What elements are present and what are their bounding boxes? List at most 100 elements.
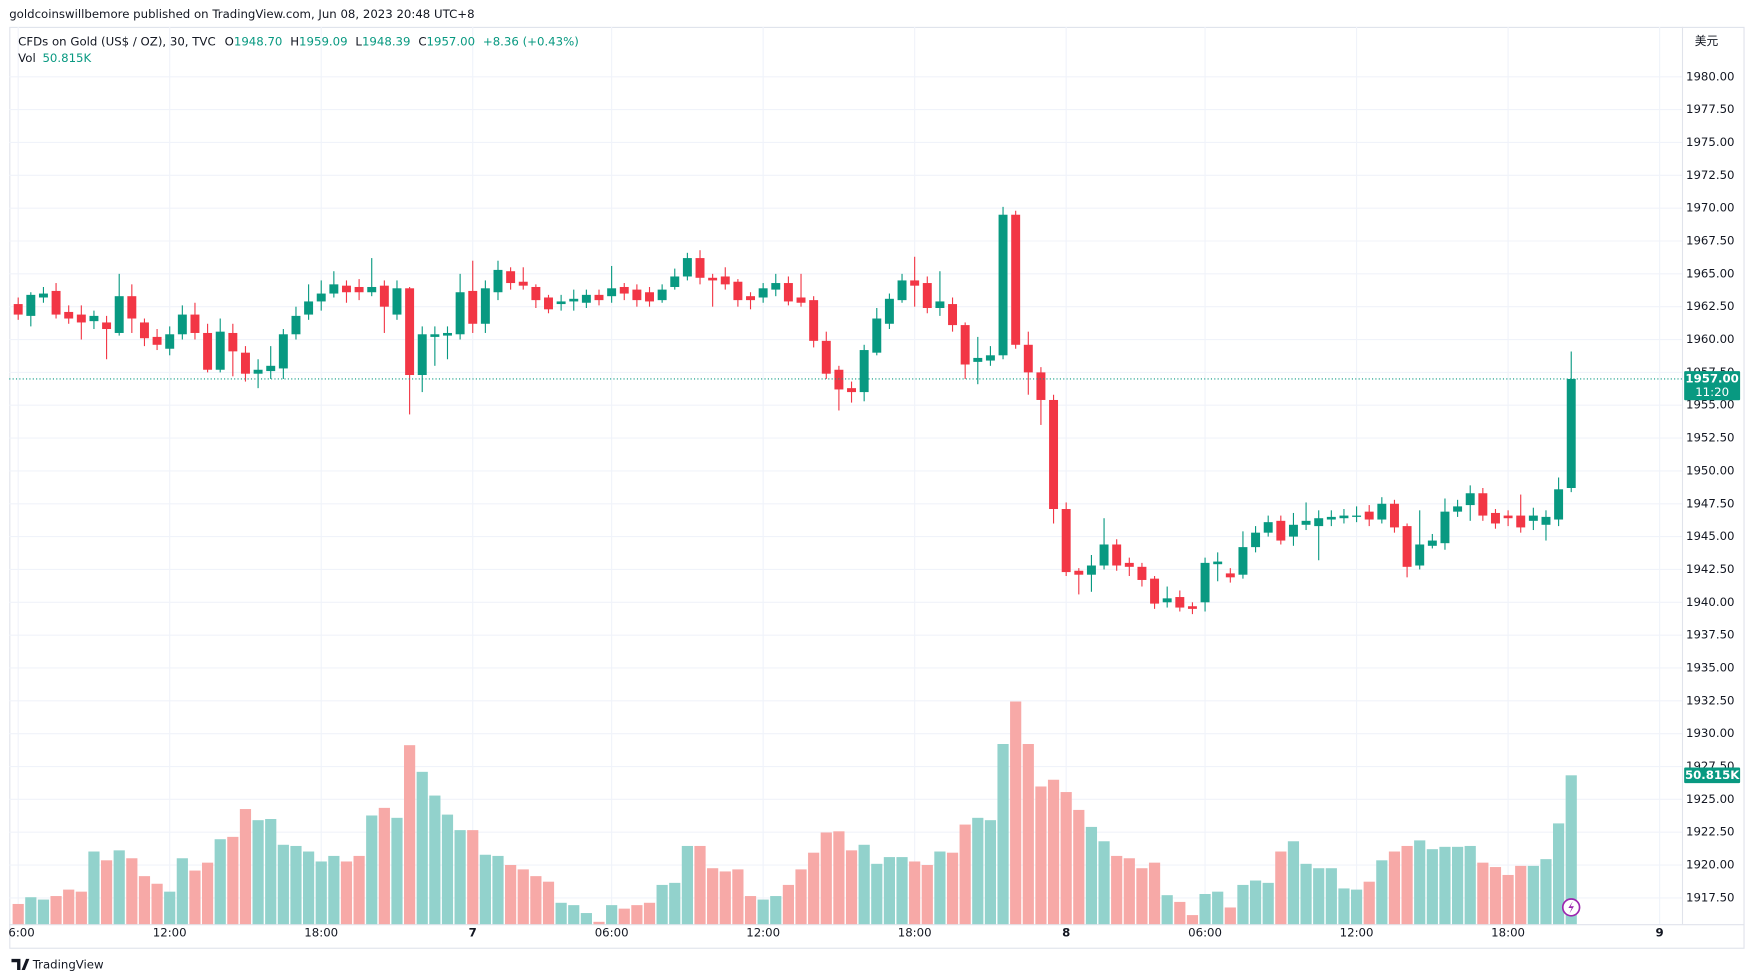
volume-bar [1553, 823, 1565, 925]
candles [13, 206, 1576, 615]
volume-bar [1249, 880, 1262, 925]
candle-body [960, 325, 970, 365]
volume-bar [429, 795, 441, 925]
volume-bar [1035, 786, 1047, 925]
candle-body [506, 271, 516, 284]
candle-body [1478, 493, 1488, 516]
x-tick-label: 18:00 [898, 926, 932, 940]
candle-body [1339, 515, 1349, 519]
legend-key: L [355, 34, 362, 48]
volume-bar [656, 884, 668, 925]
candle-body [468, 290, 478, 324]
candle-body [1389, 503, 1399, 528]
volume-bar [1515, 865, 1527, 925]
candle-body [1453, 506, 1463, 512]
candle-body [581, 294, 591, 303]
candle-body [733, 281, 743, 301]
y-tick-label: 1970.00 [1686, 201, 1735, 215]
candle-body [1377, 503, 1387, 520]
y-tick-label: 1935.00 [1686, 660, 1735, 674]
candle-body [392, 288, 402, 315]
candle-body [367, 286, 377, 293]
legend-key: O [225, 34, 234, 48]
candle-body [1061, 509, 1071, 573]
volume-bar [138, 876, 151, 925]
candle-body [1288, 524, 1298, 537]
y-tick-label: 1945.00 [1686, 529, 1735, 543]
volume-bar [997, 744, 1009, 925]
candle-body [266, 365, 276, 372]
candle-body [38, 293, 48, 298]
volume-bar [340, 861, 353, 925]
candle-body [1175, 597, 1185, 608]
candle-body [329, 284, 339, 294]
volume-bar [252, 820, 264, 925]
candle-body [316, 293, 326, 302]
candle-body [64, 311, 74, 319]
volume-bar [1275, 851, 1287, 925]
candle-body [948, 304, 958, 326]
volume-bar [845, 850, 858, 925]
volume-bar [1212, 891, 1224, 925]
candle-body [935, 301, 945, 309]
volume-bar [934, 851, 946, 925]
volume-bar [100, 860, 113, 925]
volume-bar [1300, 863, 1312, 925]
candle-body [1049, 399, 1059, 510]
candle-body [1150, 578, 1160, 604]
legend-change: +8.36 (+0.43%) [483, 34, 579, 48]
volume-bar [201, 862, 214, 925]
candle-body [1402, 526, 1412, 567]
candle-body [455, 292, 465, 335]
volume-bar [1439, 846, 1451, 925]
candle-body [1137, 566, 1147, 580]
candle-body [1099, 544, 1109, 566]
x-tick-label: 8 [1062, 926, 1070, 940]
volume-bar [1237, 884, 1249, 925]
candle-body [783, 283, 793, 302]
candle-body [1352, 515, 1362, 517]
price-tag-label: 1957.00 [1685, 371, 1738, 385]
volume-bar [328, 855, 340, 925]
volume-bar [239, 809, 252, 925]
candle-body [26, 294, 36, 316]
candle-body [518, 281, 528, 286]
candle-body [1112, 544, 1122, 566]
x-tick-label: 18:00 [304, 926, 338, 940]
y-tick-label: 1952.50 [1686, 431, 1735, 445]
candle-body [834, 369, 844, 390]
y-tick-label: 1967.50 [1686, 234, 1735, 248]
volume-bar [871, 863, 883, 925]
candle-body [607, 288, 617, 297]
candle-body [847, 388, 857, 393]
grid [9, 26, 1682, 925]
candle-body [215, 331, 225, 370]
y-tick-label: 1960.00 [1686, 332, 1735, 346]
candle-body [1238, 547, 1248, 575]
y-tick-label: 1977.50 [1686, 102, 1735, 116]
volume-pane [12, 701, 1577, 925]
candle-body [1554, 489, 1564, 520]
candle-body [1225, 573, 1235, 578]
candle-body [796, 297, 806, 303]
volume-bar [580, 913, 592, 925]
candle-body [430, 334, 440, 337]
y-tick-label: 1972.50 [1686, 168, 1735, 182]
candle-body [114, 296, 124, 333]
volume-bar [1464, 845, 1476, 925]
candle-body [417, 334, 427, 376]
volume-bar [959, 824, 971, 925]
y-tick-label: 1937.50 [1686, 628, 1735, 642]
y-tick-label: 1947.50 [1686, 496, 1735, 510]
price-tag [1684, 371, 1741, 401]
candle-body [1086, 565, 1096, 575]
x-tick-label: 12:00 [153, 926, 187, 940]
candle-body [973, 357, 983, 362]
candle-body [544, 297, 553, 310]
volume-bar [290, 845, 302, 925]
volume-bar [555, 902, 567, 925]
volume-bar [1540, 859, 1552, 925]
volume-bar [808, 852, 820, 925]
volume-bar [744, 896, 757, 925]
volume-bar [75, 891, 87, 925]
